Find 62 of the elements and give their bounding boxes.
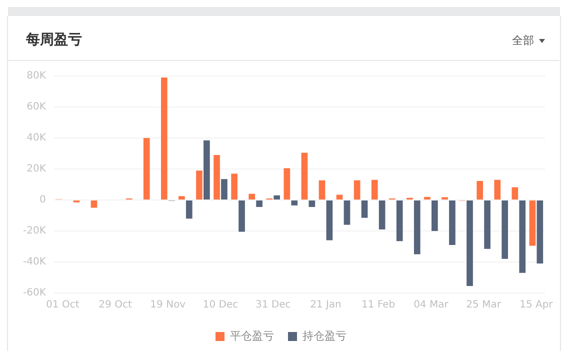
y-tick-label: 80K	[26, 70, 46, 82]
y-tick-label: 40K	[26, 132, 46, 144]
bar	[494, 180, 501, 200]
bar	[371, 180, 378, 200]
x-tick-label: 29 Oct	[98, 300, 132, 311]
x-tick-label: 19 Nov	[150, 300, 186, 311]
bar	[231, 174, 238, 200]
bar	[291, 200, 298, 206]
bar	[476, 180, 484, 200]
bar	[414, 200, 420, 254]
bar	[90, 200, 98, 208]
bar	[284, 168, 290, 200]
bar	[529, 200, 536, 246]
legend-label: 持仓盈亏	[302, 329, 346, 342]
bar	[432, 200, 438, 231]
bar	[256, 200, 262, 207]
y-tick-label: -60K	[23, 288, 46, 299]
x-tick-label: 11 Feb	[362, 300, 396, 311]
bar	[248, 194, 256, 200]
x-tick-label: 01 Oct	[46, 300, 80, 311]
bar	[519, 200, 526, 273]
bar	[396, 200, 403, 242]
bar	[204, 140, 210, 200]
x-tick-label: 04 Mar	[414, 300, 450, 311]
bar	[378, 200, 386, 230]
bar	[536, 200, 544, 264]
text: 全部	[512, 33, 534, 48]
bar	[326, 200, 333, 240]
bar	[221, 179, 228, 200]
y-tick-label: 20K	[26, 164, 46, 175]
bar	[214, 155, 220, 200]
chart-title: 每周盈亏	[26, 31, 82, 49]
bar	[512, 187, 518, 200]
bar	[308, 200, 316, 207]
bar	[466, 200, 473, 286]
bar	[160, 78, 168, 200]
x-tick-label: 31 Dec	[255, 300, 291, 311]
bar	[196, 170, 202, 200]
bar	[424, 196, 430, 200]
bar	[318, 180, 326, 200]
y-tick-label: -20K	[23, 226, 46, 237]
y-tick-label: -40K	[23, 256, 46, 268]
bar	[502, 200, 508, 259]
legend-label: 平仓盈亏	[230, 329, 274, 342]
x-tick-label: 21 Jan	[310, 300, 342, 311]
bar	[301, 152, 308, 200]
y-tick-label: 60K	[26, 102, 46, 113]
bar	[361, 200, 368, 218]
bar	[344, 200, 350, 225]
bar	[484, 200, 490, 249]
bar	[178, 196, 185, 200]
bar	[143, 138, 150, 200]
bar	[336, 194, 343, 200]
x-tick-label: 10 Dec	[202, 300, 238, 311]
bar	[274, 195, 280, 200]
bar	[238, 200, 245, 232]
x-tick-label: 15 Apr	[520, 300, 554, 311]
bar	[186, 200, 192, 219]
x-tick-label: 25 Mar	[466, 300, 502, 311]
y-tick-label: 0	[40, 194, 46, 206]
bar	[354, 180, 360, 200]
bar	[449, 200, 456, 245]
